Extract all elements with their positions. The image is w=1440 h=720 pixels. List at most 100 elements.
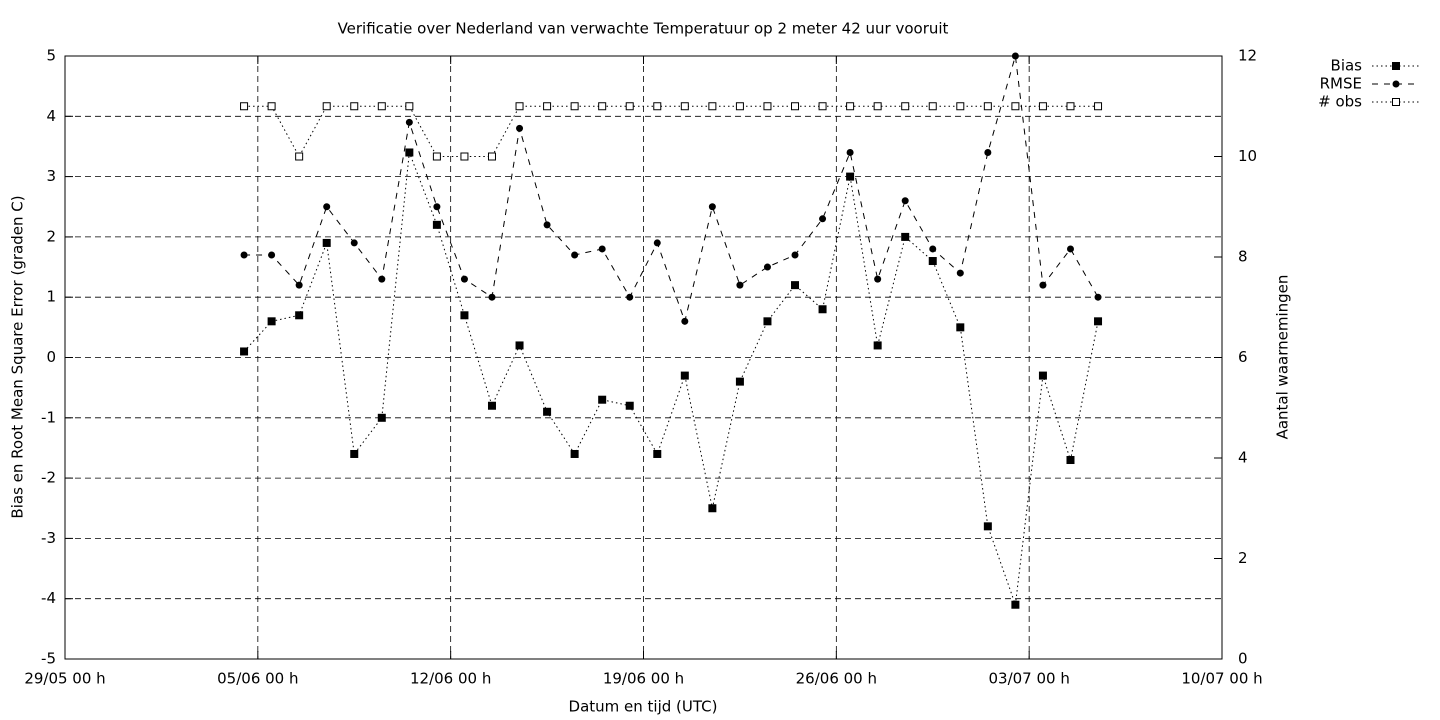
data-point bbox=[240, 251, 248, 259]
y-tick-label: -2 bbox=[41, 469, 56, 487]
data-point bbox=[763, 263, 771, 271]
data-point bbox=[791, 251, 799, 259]
data-point bbox=[322, 238, 331, 247]
data-point bbox=[873, 102, 882, 111]
data-point bbox=[487, 401, 496, 410]
y-axis-label: Bias en Root Mean Square Error (graden C… bbox=[9, 195, 27, 518]
data-point bbox=[543, 221, 551, 229]
data-point bbox=[543, 102, 552, 111]
data-point bbox=[818, 305, 827, 314]
data-point bbox=[515, 341, 524, 350]
x-tick-label: 12/06 00 h bbox=[410, 670, 491, 688]
x-tick-label: 10/07 00 h bbox=[1181, 670, 1262, 688]
x-axis-label: Datum en tijd (UTC) bbox=[569, 698, 718, 716]
data-point bbox=[625, 102, 634, 111]
data-point bbox=[1039, 281, 1047, 289]
data-point bbox=[956, 269, 964, 277]
data-point bbox=[901, 232, 910, 241]
data-point bbox=[405, 148, 414, 157]
y2-tick-label: 0 bbox=[1238, 650, 1248, 668]
data-point bbox=[570, 449, 579, 458]
x-tick-label: 29/05 00 h bbox=[24, 670, 105, 688]
data-point bbox=[708, 203, 716, 211]
x-tick-label: 03/07 00 h bbox=[988, 670, 1069, 688]
y2-tick-label: 10 bbox=[1238, 147, 1257, 165]
data-point bbox=[653, 449, 662, 458]
data-point bbox=[377, 102, 386, 111]
data-point bbox=[846, 148, 854, 156]
data-point bbox=[873, 341, 882, 350]
y-tick-label: -1 bbox=[41, 408, 56, 426]
data-point bbox=[653, 102, 662, 111]
series-line bbox=[244, 105, 1099, 158]
data-point bbox=[377, 413, 386, 422]
data-point bbox=[983, 522, 992, 531]
data-point bbox=[598, 395, 607, 404]
data-point bbox=[763, 317, 772, 326]
legend-label: # obs bbox=[1318, 93, 1362, 111]
data-point bbox=[956, 102, 965, 111]
data-point bbox=[405, 118, 413, 126]
data-point bbox=[846, 172, 855, 181]
data-point bbox=[543, 407, 552, 416]
data-point bbox=[791, 281, 800, 290]
legend-label: Bias bbox=[1331, 57, 1363, 75]
data-point bbox=[432, 220, 441, 229]
data-point bbox=[267, 102, 276, 111]
data-point bbox=[653, 239, 661, 247]
data-point bbox=[1066, 456, 1075, 465]
y2-tick-label: 8 bbox=[1238, 248, 1248, 266]
data-point bbox=[708, 504, 717, 513]
data-point bbox=[432, 152, 441, 161]
y-tick-label: -4 bbox=[41, 589, 56, 607]
data-point bbox=[516, 124, 524, 132]
data-point bbox=[1038, 371, 1047, 380]
data-point bbox=[460, 311, 469, 320]
y2-tick-label: 4 bbox=[1238, 449, 1248, 467]
data-point bbox=[846, 102, 855, 111]
data-point bbox=[488, 293, 496, 301]
data-point bbox=[295, 281, 303, 289]
legend-label: RMSE bbox=[1320, 75, 1362, 93]
data-point bbox=[928, 257, 937, 266]
data-point bbox=[791, 102, 800, 111]
data-point bbox=[956, 323, 965, 332]
y-tick-label: 4 bbox=[46, 107, 56, 125]
y-tick-label: 0 bbox=[46, 348, 56, 366]
y-tick-label: -3 bbox=[41, 529, 56, 547]
data-point bbox=[378, 275, 386, 283]
data-point bbox=[681, 317, 689, 325]
data-point bbox=[1094, 317, 1103, 326]
y-tick-label: 5 bbox=[46, 47, 56, 65]
data-point bbox=[350, 449, 359, 458]
data-point bbox=[433, 203, 441, 211]
chart-title: Verificatie over Nederland van verwachte… bbox=[338, 20, 949, 38]
data-point bbox=[460, 152, 469, 161]
data-point bbox=[708, 102, 717, 111]
data-point bbox=[818, 102, 827, 111]
data-point bbox=[1011, 102, 1020, 111]
data-point bbox=[983, 102, 992, 111]
y-tick-label: -5 bbox=[41, 650, 56, 668]
x-tick-label: 19/06 00 h bbox=[603, 670, 684, 688]
data-point bbox=[323, 203, 331, 211]
series-line bbox=[243, 152, 1099, 605]
y2-axis-label: Aantal waarnemingen bbox=[1274, 275, 1292, 440]
data-point bbox=[1066, 102, 1075, 111]
data-point bbox=[571, 251, 579, 259]
data-point bbox=[487, 152, 496, 161]
data-point bbox=[515, 102, 524, 111]
x-tick-label: 05/06 00 h bbox=[217, 670, 298, 688]
data-point bbox=[240, 102, 249, 111]
data-point bbox=[901, 197, 909, 205]
data-point bbox=[268, 251, 276, 259]
data-point bbox=[736, 281, 744, 289]
data-point bbox=[874, 275, 882, 283]
data-point bbox=[625, 401, 634, 410]
data-point bbox=[929, 245, 937, 253]
data-point bbox=[1011, 600, 1020, 609]
data-point bbox=[1094, 102, 1103, 111]
data-point bbox=[295, 311, 304, 320]
data-point bbox=[570, 102, 579, 111]
data-point bbox=[1038, 102, 1047, 111]
